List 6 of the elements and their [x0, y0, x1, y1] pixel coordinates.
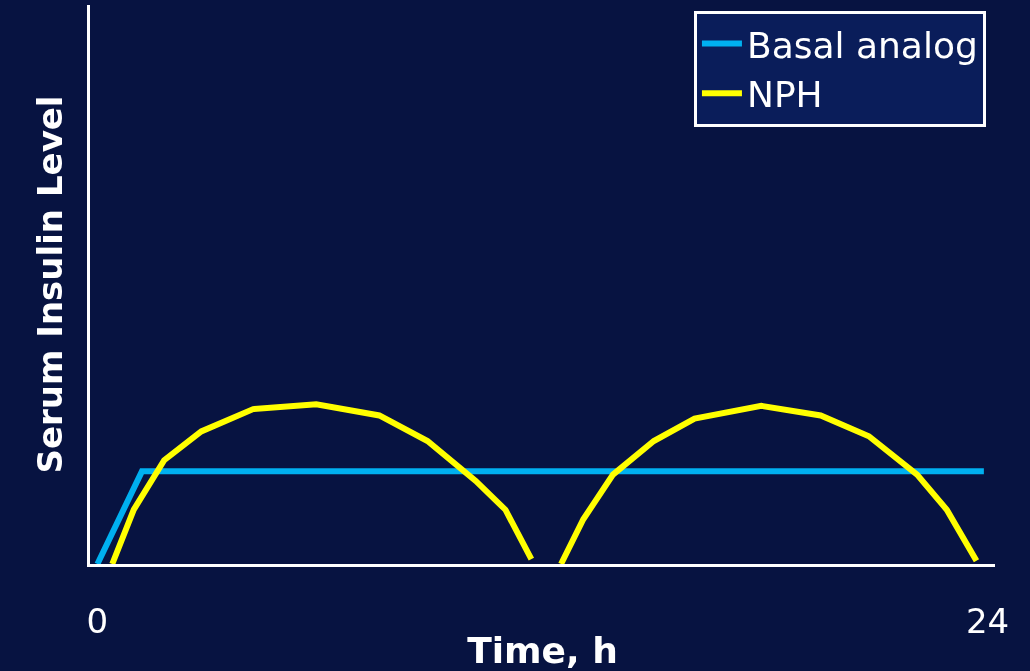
legend-label: NPH — [746, 74, 823, 116]
legend-label: Basal analog — [746, 24, 978, 66]
x-tick-label: 0 — [86, 600, 109, 641]
x-axis-title: Time, h — [467, 630, 618, 671]
y-axis-title: Serum Insulin Level — [29, 95, 70, 474]
x-tick-label: 24 — [965, 600, 1010, 641]
